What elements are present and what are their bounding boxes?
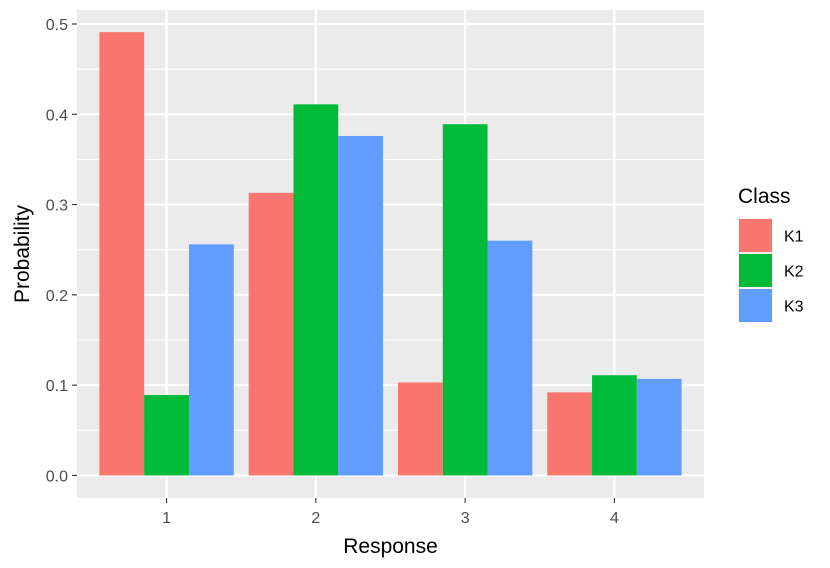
legend-title: Class	[738, 185, 791, 208]
y-tick-label: 0.0	[46, 468, 68, 485]
y-tick-label: 0.1	[46, 378, 68, 395]
x-axis-title: Response	[343, 535, 438, 558]
y-tick-label: 0.5	[46, 17, 68, 34]
bar-K2-1	[144, 395, 189, 476]
legend-key-K3	[739, 289, 772, 322]
y-axis-title: Probability	[11, 204, 34, 303]
bar-K1-4	[547, 392, 593, 476]
legend-label-K1: K1	[784, 229, 804, 246]
bar-K3-2	[338, 135, 384, 476]
legend-label-K3: K3	[784, 299, 804, 316]
legend-key-K2	[739, 254, 772, 287]
x-tick-label: 1	[162, 510, 171, 527]
bar-K2-2	[293, 104, 339, 476]
y-tick-label: 0.4	[46, 107, 68, 124]
bar-K3-3	[487, 240, 533, 476]
y-axis: 0.0 0.1 0.2 0.3 0.4 0.5	[46, 17, 77, 485]
x-tick-label: 2	[311, 510, 320, 527]
bar-K2-3	[442, 124, 488, 476]
bar-K2-4	[592, 375, 637, 476]
x-tick-label: 3	[461, 510, 470, 527]
legend-label-K2: K2	[784, 264, 804, 281]
x-tick-label: 4	[610, 510, 619, 527]
bars	[99, 32, 682, 476]
bar-K1-3	[397, 382, 443, 476]
legend-key-K1	[739, 219, 772, 252]
bar-K3-4	[636, 378, 682, 476]
y-tick-label: 0.2	[46, 288, 68, 305]
bar-K1-2	[248, 192, 294, 476]
legend: Class K1 K2 K3	[738, 185, 804, 323]
bar-K3-1	[188, 244, 234, 476]
y-tick-label: 0.3	[46, 198, 68, 215]
x-axis: 1 2 3 4	[162, 498, 619, 527]
bar-K1-1	[99, 32, 145, 476]
